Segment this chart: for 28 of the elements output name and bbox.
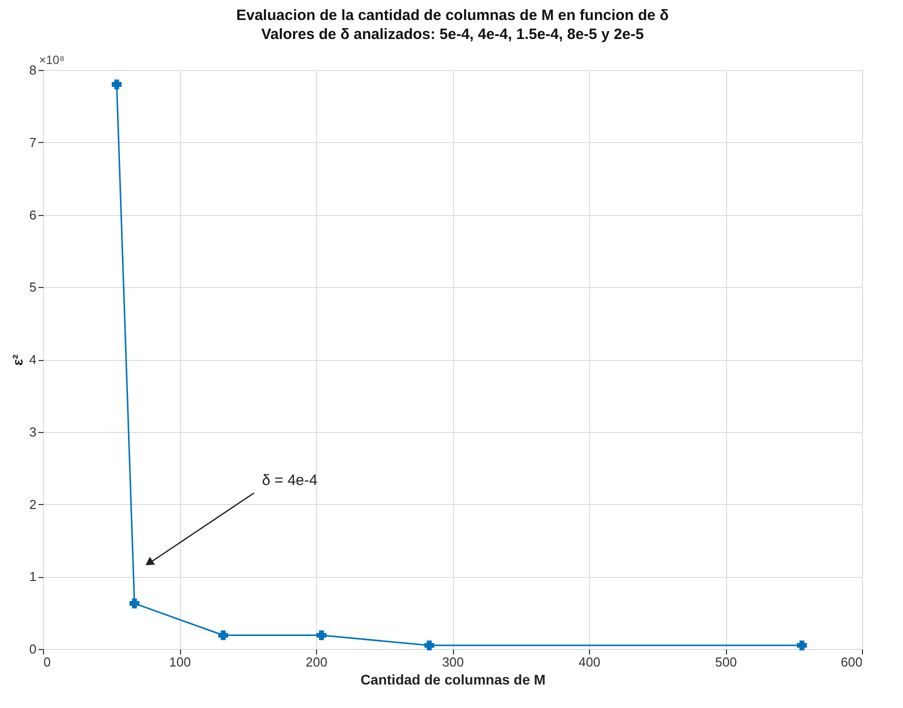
y-tick-label: 4 <box>29 352 36 367</box>
point <box>797 640 807 650</box>
chart-subtitle: Valores de δ analizados: 5e-4, 4e-4, 1.5e-4, 8e-5 y 2e-5 <box>261 26 644 43</box>
point <box>130 598 140 608</box>
x-tick-label: 100 <box>169 654 191 670</box>
x-tick-label: 300 <box>442 654 464 670</box>
y-tick-label: 5 <box>29 280 36 295</box>
point <box>218 630 228 640</box>
y-tick-label: 2 <box>29 496 36 512</box>
point <box>112 80 122 90</box>
annotation: δ = 4e-4 <box>262 472 318 489</box>
text: ×10⁸ <box>39 53 64 67</box>
y-tick-label: 1 <box>29 569 36 584</box>
y-axis-title: ε² <box>9 354 26 366</box>
point <box>316 630 326 640</box>
x-tick-label: 200 <box>306 654 328 670</box>
chart-title: Evaluacion de la cantidad de columnas de M en funcion de δ <box>236 7 669 24</box>
point <box>424 640 434 650</box>
y-tick-label: 7 <box>29 134 36 150</box>
y-tick-label: 3 <box>29 424 36 440</box>
x-tick-label: 600 <box>840 654 862 670</box>
x-tick-label: 500 <box>715 654 737 670</box>
x-tick-label: 0 <box>44 654 51 670</box>
x-tick-label: 400 <box>578 654 600 670</box>
y-tick-label: 0 <box>29 642 36 656</box>
x-axis-title: Cantidad de columnas de M <box>360 672 546 688</box>
y-tick-label: 6 <box>29 207 36 222</box>
y-tick-label: 8 <box>29 62 36 78</box>
